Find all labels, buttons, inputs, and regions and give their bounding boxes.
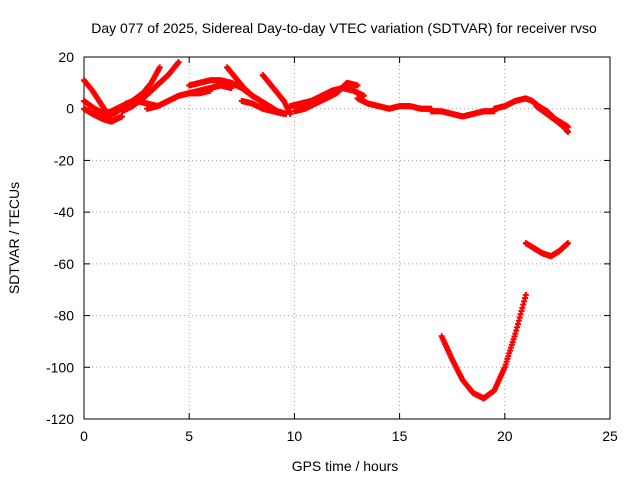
y-axis-title: SDTVAR / TECUs <box>6 182 22 294</box>
y-tick-label: -40 <box>54 204 74 220</box>
data-series <box>438 291 529 402</box>
data-point <box>156 64 163 71</box>
axis-ticks: 0 5 10 15 20 25 -120 -100 -80 -60 -40 -20 0 20 <box>46 49 618 444</box>
y-tick-label: -20 <box>54 152 74 168</box>
data-point <box>287 110 294 117</box>
data-series <box>259 72 294 117</box>
x-tick-label: 20 <box>497 428 513 444</box>
data-points <box>81 59 571 402</box>
y-tick-label: -100 <box>46 359 74 375</box>
data-series <box>291 79 361 115</box>
data-series <box>186 82 235 97</box>
data-series <box>522 240 571 260</box>
y-tick-label: -60 <box>54 256 74 272</box>
data-point <box>175 59 182 66</box>
grid-lines <box>84 57 610 419</box>
x-tick-label: 10 <box>287 428 303 444</box>
data-point <box>228 85 235 92</box>
x-tick-label: 25 <box>602 428 618 444</box>
data-series <box>81 105 125 125</box>
data-series <box>118 59 182 115</box>
y-tick-label: -80 <box>54 308 74 324</box>
data-point <box>118 113 125 120</box>
y-tick-label: 0 <box>66 101 74 117</box>
data-series <box>81 64 163 117</box>
plot-frame <box>83 56 611 420</box>
data-point <box>522 291 529 298</box>
data-series <box>238 97 287 117</box>
data-point <box>564 128 571 135</box>
x-tick-label: 0 <box>80 428 88 444</box>
data-series <box>354 95 435 112</box>
data-point <box>564 240 571 247</box>
data-series <box>428 108 498 120</box>
chart-title: Day 077 of 2025, Sidereal Day-to-day VTE… <box>91 20 597 36</box>
data-point <box>280 110 287 117</box>
y-tick-label: 20 <box>58 49 74 65</box>
data-point <box>360 92 367 99</box>
y-tick-label: -120 <box>46 411 74 427</box>
x-tick-label: 5 <box>185 428 193 444</box>
data-point <box>354 82 361 89</box>
x-tick-label: 15 <box>392 428 408 444</box>
data-series <box>533 103 571 135</box>
x-axis-title: GPS time / hours <box>292 458 399 474</box>
